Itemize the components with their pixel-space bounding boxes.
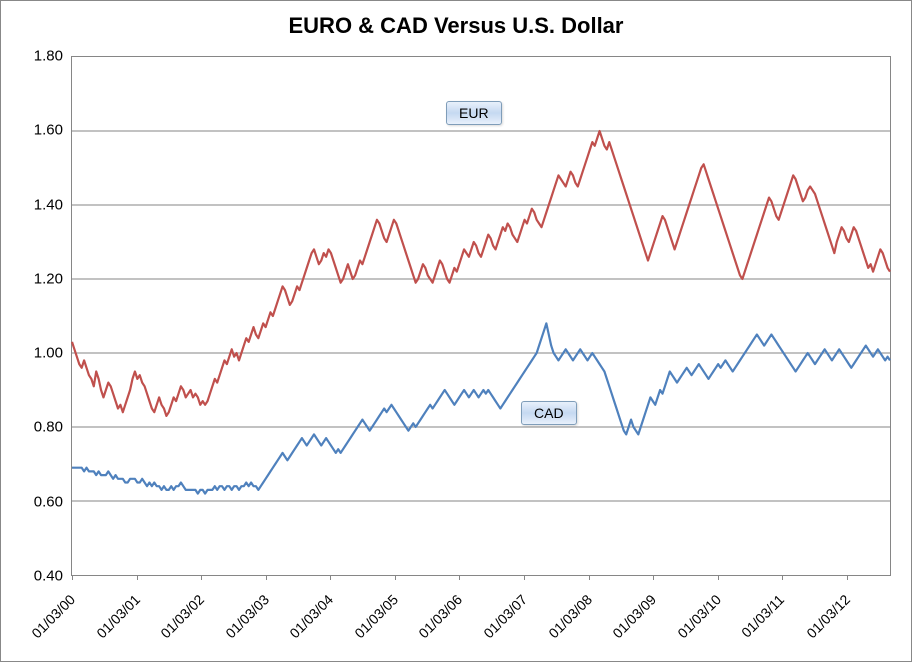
legend-eur: EUR — [446, 101, 502, 125]
x-tick-label: 01/03/12 — [803, 591, 853, 641]
x-tick-label: 01/03/02 — [157, 591, 207, 641]
x-tick-mark — [718, 575, 719, 580]
x-tick-mark — [589, 575, 590, 580]
x-tick-label: 01/03/08 — [545, 591, 595, 641]
x-tick-mark — [330, 575, 331, 580]
x-tick-mark — [653, 575, 654, 580]
x-tick-mark — [395, 575, 396, 580]
x-tick-label: 01/03/06 — [416, 591, 466, 641]
y-tick-label: 0.60 — [13, 493, 63, 510]
chart-svg — [72, 57, 890, 575]
x-tick-mark — [201, 575, 202, 580]
x-tick-mark — [847, 575, 848, 580]
series-eur — [72, 131, 890, 416]
plot-area: 01/03/0001/03/0101/03/0201/03/0301/03/04… — [71, 56, 891, 576]
y-tick-label: 1.60 — [13, 122, 63, 139]
x-tick-mark — [137, 575, 138, 580]
x-tick-label: 01/03/03 — [222, 591, 272, 641]
y-tick-label: 1.00 — [13, 345, 63, 362]
x-tick-mark — [524, 575, 525, 580]
chart-container: EURO & CAD Versus U.S. Dollar 01/03/0001… — [0, 0, 912, 662]
y-tick-label: 0.80 — [13, 419, 63, 436]
chart-title: EURO & CAD Versus U.S. Dollar — [1, 13, 911, 39]
x-tick-label: 01/03/00 — [28, 591, 78, 641]
x-tick-label: 01/03/09 — [609, 591, 659, 641]
x-tick-label: 01/03/05 — [351, 591, 401, 641]
y-tick-label: 1.80 — [13, 48, 63, 65]
x-tick-label: 01/03/07 — [480, 591, 530, 641]
x-tick-mark — [782, 575, 783, 580]
x-tick-label: 01/03/11 — [738, 591, 787, 640]
x-tick-label: 01/03/04 — [287, 591, 337, 641]
x-tick-mark — [266, 575, 267, 580]
x-tick-label: 01/03/10 — [674, 591, 724, 641]
x-tick-mark — [72, 575, 73, 580]
series-cad — [72, 323, 890, 493]
x-tick-mark — [459, 575, 460, 580]
y-tick-label: 1.20 — [13, 270, 63, 287]
y-tick-label: 1.40 — [13, 196, 63, 213]
legend-cad: CAD — [521, 401, 577, 425]
x-tick-label: 01/03/01 — [93, 591, 143, 641]
y-tick-label: 0.40 — [13, 568, 63, 585]
